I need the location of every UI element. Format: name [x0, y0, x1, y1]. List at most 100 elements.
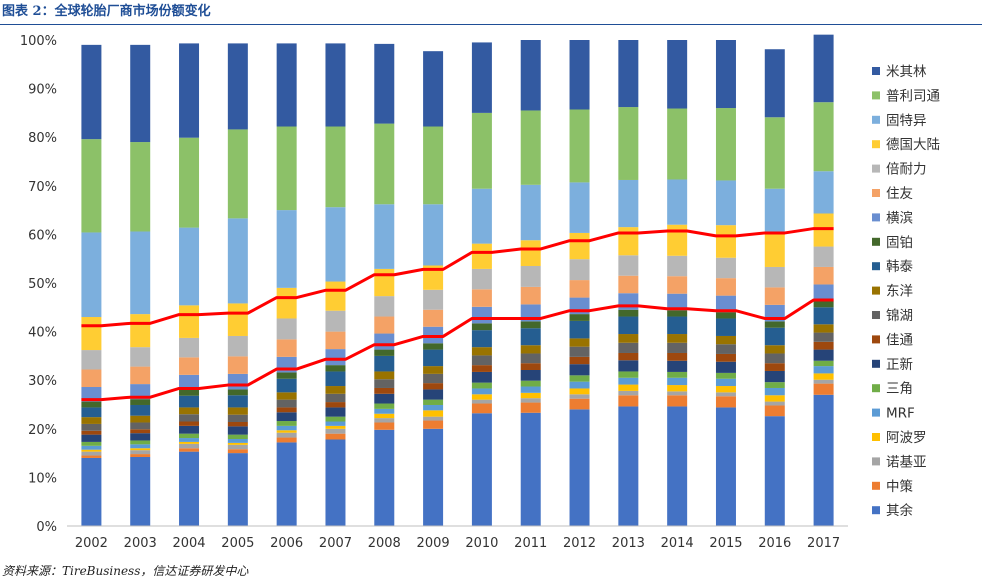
- bar-segment: [520, 353, 541, 364]
- bar-segment: [667, 391, 688, 396]
- legend-item: 中策: [872, 478, 914, 495]
- legend-item: MRF: [872, 406, 915, 422]
- legend-item: 三角: [872, 381, 913, 397]
- bar-segment: [667, 293, 688, 311]
- bar-segment: [764, 345, 785, 354]
- bar-segment: [423, 389, 444, 400]
- bar-segment: [667, 276, 688, 294]
- bar-segment: [764, 232, 785, 267]
- bar-segment: [227, 373, 248, 390]
- bar-segment: [81, 139, 102, 233]
- bar-segment: [179, 433, 200, 439]
- bar-segment: [227, 407, 248, 415]
- bar-segment: [520, 369, 541, 381]
- bar-segment: [423, 399, 444, 405]
- bar-segment: [325, 43, 346, 127]
- bar-segment: [227, 442, 248, 445]
- bar-segment: [81, 423, 102, 431]
- bar-segment: [813, 341, 834, 350]
- bar-segment: [276, 210, 297, 288]
- bar-segment: [764, 321, 785, 328]
- bar-segment: [276, 126, 297, 211]
- bar-segment: [813, 307, 834, 325]
- x-tick-label: 2011: [514, 536, 547, 551]
- bar-segment: [569, 232, 590, 260]
- bar-segment: [471, 394, 492, 400]
- y-tick-label: 100%: [20, 34, 57, 49]
- bar-segment: [618, 406, 639, 526]
- bar-segment: [667, 371, 688, 378]
- bar-segment: [130, 384, 151, 400]
- bar-segment: [325, 207, 346, 282]
- bar-segment: [520, 363, 541, 370]
- legend-label: 住友: [886, 186, 913, 202]
- bar-segment: [520, 398, 541, 403]
- bar-segment: [276, 372, 297, 379]
- bar-segment: [374, 268, 395, 297]
- x-tick-label: 2017: [807, 536, 840, 551]
- bar-segment: [81, 232, 102, 318]
- y-tick-label: 60%: [28, 228, 57, 243]
- bar-segment: [520, 328, 541, 346]
- bar-segment: [667, 179, 688, 225]
- legend-item: 横滨: [872, 210, 913, 226]
- legend-swatch: [872, 140, 880, 149]
- bar-segment: [81, 317, 102, 351]
- y-axis: 0% 10% 20% 30% 40% 50% 60% 70% 80% 90% 100%: [20, 34, 57, 535]
- bar-segment: [520, 345, 541, 354]
- bar-segment: [276, 378, 297, 393]
- legend-swatch: [872, 359, 880, 368]
- bar-segment: [667, 395, 688, 407]
- bar-segment: [813, 332, 834, 342]
- bar-segment: [813, 324, 834, 333]
- bar-segment: [423, 265, 444, 290]
- bar-segment: [423, 404, 444, 411]
- bar-segment: [715, 378, 736, 387]
- y-tick-label: 10%: [28, 471, 57, 486]
- bar-segment: [423, 428, 444, 526]
- bar-segment: [764, 382, 785, 388]
- x-tick-label: 2002: [75, 536, 108, 551]
- legend-swatch: [872, 237, 880, 246]
- bar-segment: [813, 349, 834, 361]
- bar-segment: [618, 395, 639, 407]
- x-tick-label: 2013: [612, 536, 645, 551]
- legend-label: 固特异: [886, 113, 927, 129]
- bar-segment: [764, 370, 785, 383]
- bar-segment: [325, 425, 346, 429]
- bar-segment: [471, 243, 492, 269]
- bar-segment: [423, 373, 444, 384]
- bar-segment: [374, 204, 395, 269]
- legend-item: 普利司通: [872, 88, 940, 104]
- x-tick-label: 2012: [563, 536, 596, 551]
- bar-segment: [618, 334, 639, 343]
- bar-segment: [715, 312, 736, 319]
- bar-segment: [130, 347, 151, 367]
- bar-segment: [81, 434, 102, 442]
- bar-segment: [423, 366, 444, 374]
- bar-segment: [276, 432, 297, 438]
- bar-segment: [618, 255, 639, 276]
- bar-segment: [618, 309, 639, 317]
- x-tick-label: 2005: [221, 536, 254, 551]
- bar-segment: [130, 448, 151, 451]
- bar-segment: [667, 385, 688, 392]
- bar-segment: [471, 403, 492, 414]
- legend-label: 米其林: [886, 64, 927, 80]
- legend-label: 正新: [886, 357, 913, 373]
- bar-segment: [569, 375, 590, 382]
- bar-segment: [569, 381, 590, 389]
- bar-segment: [374, 296, 395, 317]
- bar-segment: [179, 389, 200, 396]
- bar-segment: [325, 402, 346, 408]
- legend-item: 正新: [872, 357, 913, 373]
- bar-segment: [667, 310, 688, 317]
- bar-segment: [813, 300, 834, 308]
- bar-segment: [764, 266, 785, 288]
- bar-segment: [764, 49, 785, 118]
- bar-segment: [423, 309, 444, 327]
- bar-segment: [325, 349, 346, 366]
- bar-segment: [325, 331, 346, 350]
- legend-swatch: [872, 91, 880, 100]
- bar-segment: [325, 439, 346, 526]
